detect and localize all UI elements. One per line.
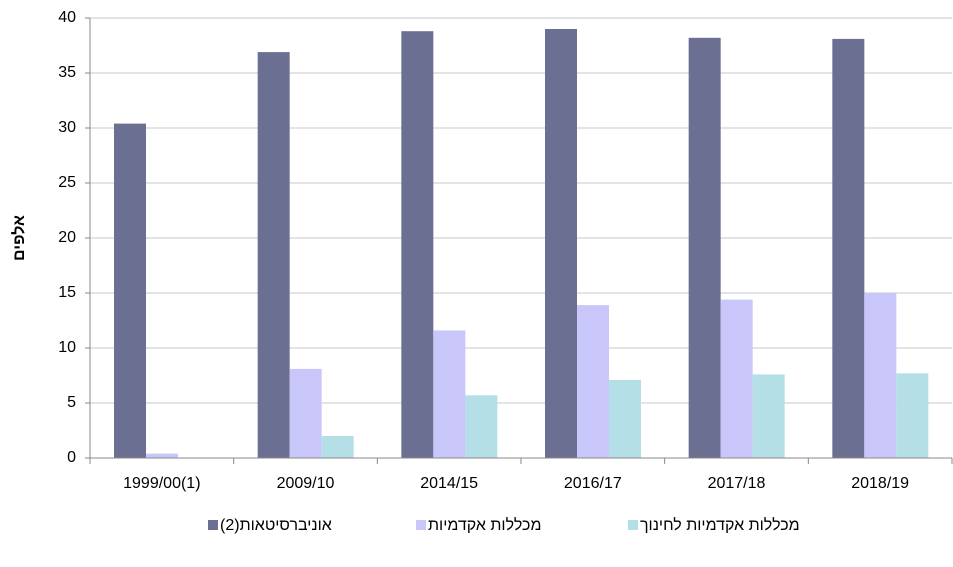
bar bbox=[896, 373, 929, 458]
bar bbox=[401, 31, 434, 458]
bar bbox=[289, 368, 322, 458]
y-tick-label: 15 bbox=[58, 284, 76, 301]
y-tick-label: 35 bbox=[58, 64, 76, 81]
y-tick-label: 25 bbox=[58, 174, 76, 191]
y-tick-label: 40 bbox=[58, 9, 76, 26]
legend-swatch bbox=[208, 520, 218, 530]
x-tick-label: 1999/00(1) bbox=[123, 475, 200, 492]
legend-label: אוניברסיטאות(2) bbox=[220, 517, 332, 534]
bar bbox=[545, 29, 577, 458]
bar bbox=[114, 123, 146, 458]
x-tick-label: 2017/18 bbox=[708, 475, 766, 492]
legend-swatch bbox=[416, 520, 426, 530]
bar bbox=[433, 330, 466, 458]
bar bbox=[864, 293, 897, 458]
legend-swatch bbox=[628, 520, 638, 530]
y-tick-label: 10 bbox=[58, 339, 76, 356]
x-tick-label: 2018/19 bbox=[851, 475, 909, 492]
bar bbox=[832, 38, 865, 459]
bar bbox=[257, 52, 290, 458]
bar bbox=[609, 379, 641, 458]
bar bbox=[465, 395, 498, 458]
legend-label: מכללות אקדמיות לחינוך bbox=[640, 516, 800, 534]
legend-label: מכללות אקדמיות bbox=[428, 516, 541, 534]
y-tick-label: 20 bbox=[58, 229, 76, 246]
bar bbox=[577, 305, 609, 458]
bar bbox=[146, 453, 178, 458]
x-tick-label: 2009/10 bbox=[277, 475, 335, 492]
y-tick-label: 0 bbox=[67, 449, 76, 466]
y-axis-label: אלפים bbox=[10, 215, 28, 261]
y-tick-label: 30 bbox=[58, 119, 76, 136]
bar bbox=[720, 299, 753, 458]
x-tick-label: 2014/15 bbox=[420, 475, 478, 492]
y-tick-label: 5 bbox=[67, 394, 76, 411]
bar bbox=[688, 37, 721, 459]
bar bbox=[321, 436, 354, 458]
bar bbox=[752, 374, 785, 458]
x-tick-label: 2016/17 bbox=[564, 475, 622, 492]
